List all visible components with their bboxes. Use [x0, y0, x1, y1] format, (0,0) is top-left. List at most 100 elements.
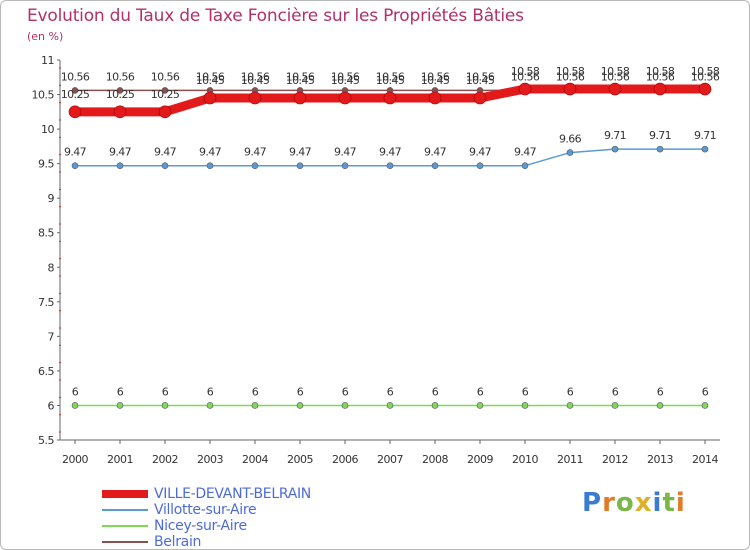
data-label: 10.56: [241, 70, 270, 83]
data-label: 10.58: [691, 65, 720, 78]
data-point-villotte-sur-aire: [521, 162, 529, 170]
logo-letter: i: [675, 488, 686, 518]
series-points: [68, 82, 712, 409]
data-point-villotte-sur-aire: [386, 162, 394, 170]
data-label: 10.56: [286, 70, 315, 83]
x-tick-label: 2005: [287, 453, 313, 466]
logo-letter: o: [615, 488, 635, 518]
x-tick-label: 2001: [107, 453, 133, 466]
data-label: 9.47: [244, 146, 267, 159]
data-point-nicey-sur-aire: [701, 402, 709, 409]
data-label: 9.47: [424, 146, 447, 159]
data-point-ville-devant-belrain: [698, 82, 712, 96]
data-label: 10.56: [61, 70, 90, 83]
data-point-ville-devant-belrain: [338, 91, 352, 105]
data-point-belrain: [116, 87, 124, 94]
y-tick-label: 7: [48, 330, 55, 343]
data-point-nicey-sur-aire: [431, 402, 439, 409]
x-tick-label: 2002: [152, 453, 178, 466]
legend-item-belrain: Belrain: [100, 534, 460, 550]
y-tick-label: 10.5: [32, 89, 55, 102]
data-point-nicey-sur-aire: [161, 402, 169, 409]
data-label: 6: [162, 385, 169, 398]
legend-item-villotte-sur-aire: Villotte-sur-Aire: [100, 502, 460, 518]
logo-letter: P: [582, 488, 603, 518]
data-label: 9.47: [469, 146, 492, 159]
data-label: 9.47: [64, 146, 87, 159]
x-tick-label: 2006: [332, 453, 358, 466]
data-point-nicey-sur-aire: [251, 402, 259, 409]
data-label: 9.47: [154, 146, 177, 159]
data-label: 10.56: [466, 70, 495, 83]
data-label: 9.47: [514, 146, 537, 159]
legend-swatch: [102, 525, 148, 527]
x-tick-label: 2014: [692, 453, 718, 466]
legend-label: VILLE-DEVANT-BELRAIN: [154, 486, 311, 502]
data-label: 10.45: [241, 74, 270, 87]
data-label: 6: [252, 385, 259, 398]
data-point-villotte-sur-aire: [71, 162, 79, 170]
data-point-ville-devant-belrain: [563, 82, 577, 96]
data-point-nicey-sur-aire: [476, 402, 484, 409]
data-label: 10.45: [331, 74, 360, 87]
x-tick-label: 2009: [467, 453, 493, 466]
y-tick-label: 11: [41, 54, 54, 67]
data-label: 10.56: [511, 70, 540, 83]
data-label: 6: [297, 385, 304, 398]
legend-label: Belrain: [154, 534, 202, 550]
logo-letter: i: [652, 488, 663, 518]
proxiti-logo: Proxiti: [582, 488, 686, 518]
data-label: 6: [522, 385, 529, 398]
data-point-nicey-sur-aire: [116, 402, 124, 409]
data-point-belrain: [161, 87, 169, 94]
data-point-ville-devant-belrain: [383, 91, 397, 105]
data-point-ville-devant-belrain: [428, 91, 442, 105]
y-tick-label: 7.5: [38, 296, 54, 309]
data-label: 9.47: [199, 146, 222, 159]
data-label: 6: [117, 385, 124, 398]
data-label: 10.56: [331, 70, 360, 83]
data-point-villotte-sur-aire: [161, 162, 169, 170]
legend-item-nicey-sur-aire: Nicey-sur-Aire: [100, 518, 460, 534]
data-label: 10.56: [556, 70, 585, 83]
data-point-villotte-sur-aire: [566, 149, 574, 156]
data-label: 10.56: [421, 70, 450, 83]
data-label: 9.47: [379, 146, 402, 159]
data-label: 10.56: [106, 70, 135, 83]
data-point-villotte-sur-aire: [206, 162, 214, 170]
legend: VILLE-DEVANT-BELRAIN Villotte-sur-Aire N…: [100, 486, 460, 550]
data-label: 10.56: [376, 70, 405, 83]
data-label: 6: [432, 385, 439, 398]
data-point-villotte-sur-aire: [341, 162, 349, 170]
data-labels: 10.56 10.56 10.56 10.56 10.56 10.56 10.56 10.56…: [61, 65, 721, 398]
data-point-ville-devant-belrain: [113, 105, 127, 119]
x-tick-label: 2008: [422, 453, 448, 466]
data-label: 10.58: [601, 65, 630, 78]
data-label: 10.56: [196, 70, 225, 83]
data-label: 10.25: [106, 88, 135, 101]
data-label: 10.58: [646, 65, 675, 78]
data-label: 6: [72, 385, 79, 398]
legend-label: Nicey-sur-Aire: [154, 518, 247, 534]
data-point-nicey-sur-aire: [341, 402, 349, 409]
data-label: 9.66: [559, 133, 582, 146]
x-tick-label: 2000: [62, 453, 88, 466]
legend-item-ville-devant-belrain: VILLE-DEVANT-BELRAIN: [100, 486, 460, 502]
y-tick-label: 5.5: [38, 434, 54, 447]
data-label: 10.25: [61, 88, 90, 101]
data-label: 6: [387, 385, 394, 398]
x-tick-label: 2012: [602, 453, 628, 466]
data-label: 6: [567, 385, 574, 398]
logo-letter: x: [634, 488, 653, 518]
data-point-nicey-sur-aire: [611, 402, 619, 409]
data-label: 10.56: [646, 70, 675, 83]
data-point-ville-devant-belrain: [293, 91, 307, 105]
data-label: 9.71: [694, 129, 716, 142]
data-label: 10.45: [376, 74, 405, 87]
y-tick-label: 9: [48, 192, 55, 205]
data-label: 9.71: [604, 129, 626, 142]
data-label: 6: [342, 385, 349, 398]
x-tick-label: 2011: [557, 453, 583, 466]
data-label: 10.45: [196, 74, 225, 87]
